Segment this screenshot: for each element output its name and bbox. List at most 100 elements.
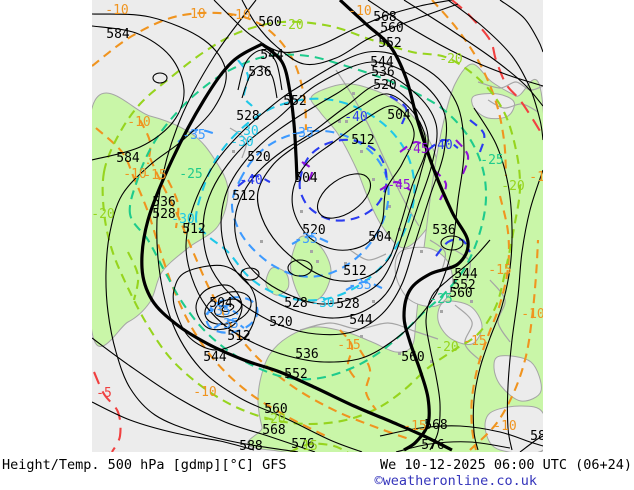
map-parameter-label: Height/Temp. 500 hPa [gdmp][°C] GFS xyxy=(2,457,287,473)
temp-contour xyxy=(455,139,470,177)
credit-link[interactable]: ©weatheronline.co.uk xyxy=(374,473,537,489)
coast-speckle xyxy=(344,262,347,265)
contour-label: 528 xyxy=(152,207,175,222)
coast-speckle xyxy=(250,180,253,183)
contour-label: 560 xyxy=(401,350,424,365)
contour-label: 536 xyxy=(371,65,394,80)
coast-speckle xyxy=(398,352,401,355)
coast-speckle xyxy=(440,310,443,313)
contour-label: 544 xyxy=(260,48,284,63)
height-contour-center xyxy=(287,259,313,277)
temp-contour xyxy=(359,349,377,411)
height-contour xyxy=(425,239,491,451)
height-contour xyxy=(185,50,465,363)
temp-contour xyxy=(433,169,448,201)
contour-label: 568 xyxy=(424,418,447,433)
height-contour xyxy=(472,107,513,451)
temp-contour xyxy=(167,179,180,229)
coast-speckle xyxy=(372,300,375,303)
height-contour-center xyxy=(240,267,260,281)
contour-label: -10 xyxy=(193,385,216,400)
temp-contour xyxy=(128,53,488,381)
contour-label: -10 xyxy=(182,7,205,22)
contour-label: 544 xyxy=(454,267,478,282)
coastlines xyxy=(229,69,543,363)
contour-label: 58 xyxy=(530,429,546,444)
contour-label: -35 xyxy=(290,126,313,141)
contour-label: 512 xyxy=(227,329,250,344)
map-valid-time: We 10-12-2025 06:00 UTC (06+24) xyxy=(380,457,632,473)
coast-speckle xyxy=(338,120,341,123)
contour-label: 504 xyxy=(209,296,233,311)
contour-label: 568 xyxy=(262,423,285,438)
contour-label: -15 xyxy=(143,168,166,183)
height-contours xyxy=(92,0,543,452)
contour-label: 584 xyxy=(116,151,140,166)
temp-contour xyxy=(291,234,329,245)
contour-label: -40 xyxy=(429,138,452,153)
contour-label: 15 xyxy=(302,439,318,454)
contour-label: -20 xyxy=(501,179,524,194)
temp-contour xyxy=(469,119,486,153)
coast-speckle xyxy=(360,150,363,153)
coast-speckle xyxy=(330,300,333,303)
contour-label: 588 xyxy=(239,439,262,454)
contour-label: -30 xyxy=(171,212,194,227)
height-contour xyxy=(92,25,185,161)
height-contour xyxy=(241,65,278,99)
contour-label: 536 xyxy=(248,65,271,80)
coast-speckle xyxy=(372,178,375,181)
coast-speckle xyxy=(300,210,303,213)
contour-label: -40 xyxy=(239,173,262,188)
coast-speckle xyxy=(310,250,313,253)
coast-speckle xyxy=(420,250,423,253)
contour-label: -10 xyxy=(105,3,128,18)
contour-label: 552 xyxy=(378,36,401,51)
contour-label: -15 xyxy=(463,334,486,349)
temp-contour xyxy=(101,20,522,426)
contour-label: 576 xyxy=(291,437,314,452)
contour-label: 536 xyxy=(152,195,175,210)
height-contour-center xyxy=(221,303,235,313)
height-contour xyxy=(519,435,543,452)
coast-speckle xyxy=(360,335,363,338)
sea-patch xyxy=(484,405,543,452)
contour-label: -10 xyxy=(348,4,371,19)
contour-label: 536 xyxy=(295,347,318,362)
contour-label: -30 xyxy=(235,124,258,139)
contour-label: 544 xyxy=(370,55,394,70)
contour-label: 528 xyxy=(236,109,259,124)
contour-label: -25 xyxy=(480,153,503,168)
contour-label: 512 xyxy=(232,189,255,204)
contour-label: -35 xyxy=(348,278,371,293)
contour-label: 504 xyxy=(387,108,411,123)
sea-patch xyxy=(493,355,542,402)
coastline xyxy=(454,304,483,363)
contour-label: 504 xyxy=(294,171,318,186)
contour-label: 552 xyxy=(284,367,307,382)
contour-label: 584 xyxy=(106,27,130,42)
contour-label: -25 xyxy=(429,292,452,307)
contour-label: 520 xyxy=(269,315,292,330)
contour-label: -30 xyxy=(230,135,253,150)
contour-label: 560 xyxy=(449,286,472,301)
temp-contour xyxy=(427,138,459,151)
temp-contour xyxy=(230,129,390,278)
coastline xyxy=(489,279,511,343)
temp-contour xyxy=(289,442,349,452)
contour-label: 560 xyxy=(264,402,287,417)
temp-contour xyxy=(339,329,359,383)
height-contour xyxy=(156,0,363,452)
contour-label: -45 xyxy=(405,142,428,157)
contour-label: -20 xyxy=(262,412,285,427)
contour-label: -35 xyxy=(215,317,238,332)
contour-label: -20 xyxy=(439,52,462,67)
contour-label: -20 xyxy=(280,18,303,33)
temp-contour xyxy=(92,11,308,131)
height-contour xyxy=(506,169,543,451)
height-contour xyxy=(237,49,283,91)
contour-label: -10 xyxy=(123,167,146,182)
temp-contour xyxy=(139,119,152,165)
height-contour xyxy=(220,71,438,319)
